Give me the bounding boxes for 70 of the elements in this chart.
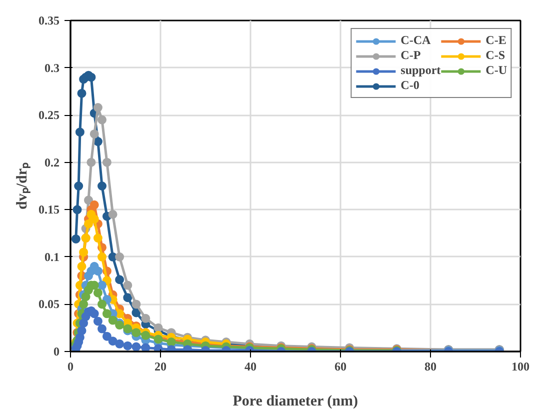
point (93, 316, 102, 326)
point (90, 200, 99, 210)
point (98, 300, 106, 309)
point (123, 341, 132, 350)
point (77, 88, 86, 98)
point (102, 332, 112, 341)
point (98, 324, 106, 334)
y-tick-label: 0.15 (38, 202, 60, 217)
y-tick-label: 0.3 (44, 60, 60, 75)
point (71, 234, 80, 244)
point (98, 280, 106, 290)
x-tick-label: 20 (154, 360, 166, 374)
point (108, 210, 118, 219)
point (123, 280, 132, 290)
point (115, 275, 124, 284)
point (93, 103, 102, 112)
legend-label: C-S (486, 48, 506, 63)
y-axis-title: dvₚ/drₚ (14, 162, 30, 210)
point (141, 314, 150, 323)
point (115, 252, 124, 262)
point (74, 182, 84, 190)
x-tick-label: 60 (334, 360, 346, 374)
point (141, 330, 150, 340)
point (132, 300, 141, 309)
point (90, 214, 99, 224)
point (79, 300, 88, 309)
point (93, 288, 102, 298)
x-tick-label: 0 (68, 360, 74, 374)
point (132, 342, 141, 352)
point (86, 158, 96, 167)
legend-label: support (400, 63, 441, 78)
point (98, 252, 106, 262)
point (77, 262, 86, 271)
point (98, 182, 106, 190)
y-tick-label: 0.1 (44, 250, 60, 264)
point (115, 339, 124, 348)
point (90, 309, 99, 318)
legend-label: C-CA (400, 33, 431, 48)
point (102, 309, 112, 318)
point (72, 205, 82, 214)
point (123, 293, 132, 302)
y-tick-label: 0.25 (38, 108, 60, 122)
point (98, 115, 106, 124)
point (132, 328, 141, 338)
y-tick-label: 0.35 (38, 14, 60, 28)
point (84, 219, 93, 228)
point (90, 129, 99, 138)
legend-label: C-0 (400, 78, 420, 93)
point (154, 323, 163, 332)
y-tick-label: 0 (54, 344, 60, 358)
x-tick-label: 100 (512, 360, 530, 374)
y-tick-label: 0.2 (44, 155, 60, 170)
point (93, 234, 102, 243)
point (75, 128, 84, 137)
legend-label: C-U (486, 63, 507, 78)
point (79, 248, 88, 257)
x-tick-label: 40 (244, 360, 256, 374)
y-tick-label: 0.05 (38, 297, 60, 312)
point (108, 316, 118, 325)
point (84, 196, 93, 205)
point (102, 158, 112, 167)
point (77, 326, 86, 336)
point (154, 344, 163, 352)
point (132, 308, 141, 318)
legend-label: C-P (400, 48, 421, 63)
point (141, 343, 150, 352)
x-axis-title: Pore diameter (nm) (232, 394, 358, 410)
legend-label: C-E (486, 33, 506, 48)
x-tick-label: 80 (424, 360, 436, 374)
point (108, 336, 118, 346)
